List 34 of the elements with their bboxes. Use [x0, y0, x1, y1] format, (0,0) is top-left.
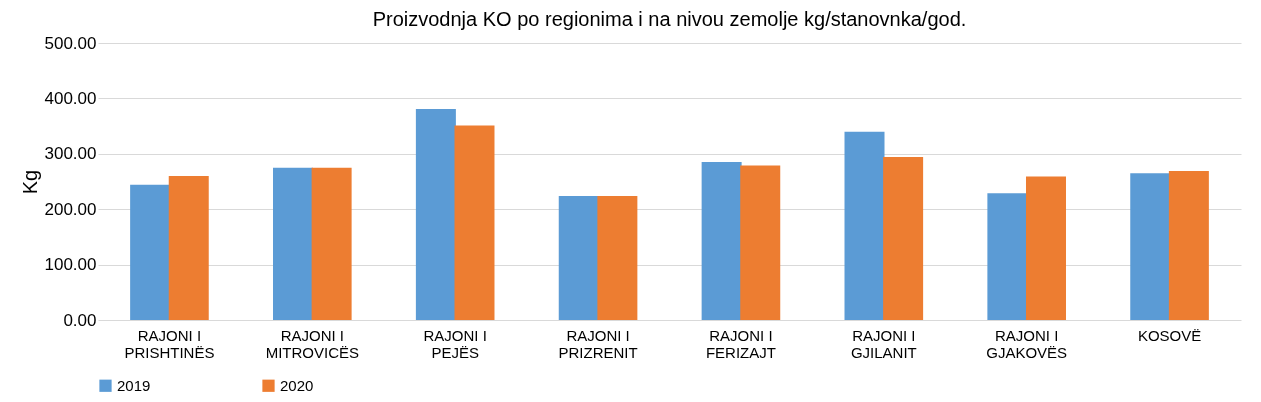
bar — [273, 167, 314, 320]
bar — [883, 157, 924, 320]
bar — [311, 167, 352, 320]
bar — [1025, 176, 1066, 320]
x-tick-label: RAJONI I PRIZRENIT — [558, 326, 638, 361]
bar — [454, 125, 495, 320]
x-tick-label: RAJONI I MITROVICËS — [265, 326, 359, 361]
x-tick-label: RAJONI I GJILANIT — [850, 326, 917, 361]
legend-label: 2020 — [280, 376, 314, 394]
y-tick-label: 100.00 — [44, 255, 97, 275]
bar — [701, 162, 742, 320]
legend-label: 2019 — [117, 376, 151, 394]
x-tick-label: RAJONI I PEJËS — [423, 326, 487, 361]
x-tick-label: RAJONI I GJAKOVËS — [986, 326, 1068, 361]
bar — [1130, 173, 1171, 320]
bar — [844, 131, 885, 320]
bar — [168, 175, 209, 320]
x-tick-label: RAJONI I PRISHTINËS — [124, 326, 215, 361]
bar — [130, 184, 171, 320]
bar — [1168, 170, 1209, 320]
bar — [597, 195, 638, 320]
x-tick-label: RAJONI I FERIZAJT — [705, 326, 776, 361]
bar — [740, 165, 781, 320]
bar — [415, 108, 456, 320]
y-tick-label: 400.00 — [44, 88, 97, 108]
bar — [987, 193, 1028, 320]
y-tick-label: 0.00 — [63, 310, 97, 330]
chart-title: Proizvodnja KO po regionima i na nivou zemolje kg/stanovnka/god. — [372, 8, 967, 30]
y-tick-label: 300.00 — [44, 144, 97, 164]
y-axis-title: Kg — [18, 169, 41, 195]
y-tick-label: 200.00 — [44, 199, 97, 219]
x-tick-label: KOSOVË — [1137, 326, 1202, 344]
bar — [558, 195, 599, 320]
y-tick-label: 500.00 — [44, 33, 97, 53]
